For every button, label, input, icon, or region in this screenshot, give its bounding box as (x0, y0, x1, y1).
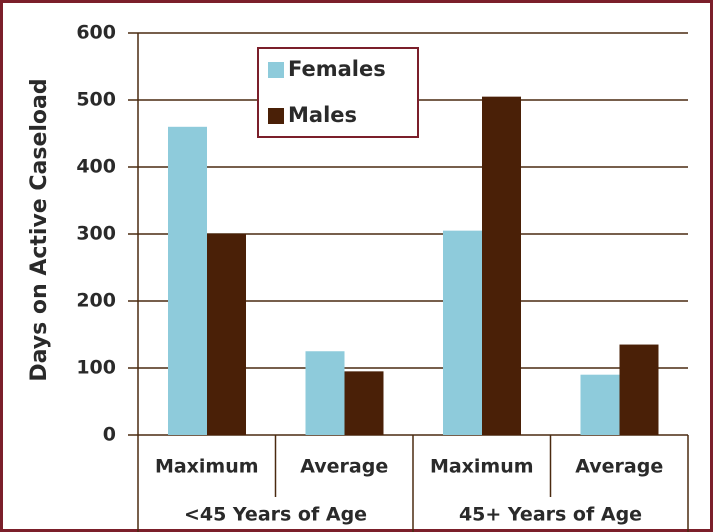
x-tick-label: Average (575, 456, 663, 478)
y-tick-label: 500 (76, 89, 116, 111)
x-tick-label: Maximum (155, 456, 259, 478)
bar (482, 96, 521, 436)
y-tick-label: 600 (76, 22, 116, 44)
legend-label: Females (288, 57, 386, 81)
x-tick-label: Maximum (430, 456, 534, 478)
y-tick-label: 200 (76, 290, 116, 312)
group-label: 45+ Years of Age (459, 504, 642, 526)
y-tick-label: 300 (76, 223, 116, 245)
y-axis-label: Days on Active Caseload (27, 78, 52, 381)
bar (168, 126, 207, 436)
legend-swatch (268, 108, 284, 124)
legend-label: Males (288, 103, 357, 127)
bar (207, 234, 246, 435)
legend-box (257, 47, 419, 138)
y-tick-label: 0 (103, 424, 116, 446)
x-tick-label: Average (300, 456, 388, 478)
bar (443, 230, 482, 435)
y-tick-label: 100 (76, 357, 116, 379)
bar (305, 351, 345, 435)
bar (619, 344, 659, 435)
group-label: <45 Years of Age (184, 504, 367, 526)
legend-swatch (268, 62, 284, 78)
y-tick-label: 400 (76, 156, 116, 178)
bar (580, 374, 620, 435)
bar (344, 371, 384, 435)
